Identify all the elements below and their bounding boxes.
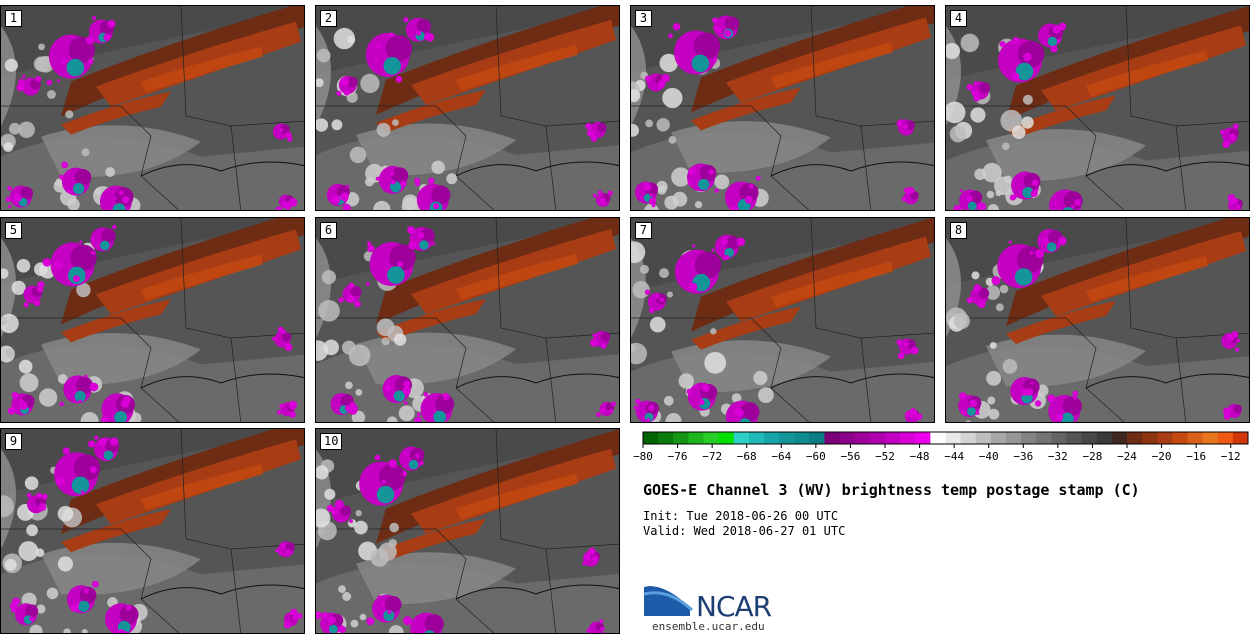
wv-brightness-map <box>631 218 934 422</box>
wv-brightness-map <box>316 6 619 210</box>
colorbar-bin <box>809 432 825 444</box>
wv-brightness-map <box>1 6 304 210</box>
colorbar-bin <box>658 432 674 444</box>
colorbar-bin <box>764 432 780 444</box>
colorbar-tick-label: −12 <box>1221 450 1241 463</box>
colorbar-bin <box>1217 432 1234 444</box>
colorbar-bin <box>1142 432 1158 444</box>
colorbar-bin <box>643 432 659 444</box>
ensemble-member-panel: 1 <box>0 5 305 211</box>
colorbar: −80 −76 −72 −68 −64 −60 −56 −52 −48 −44 −40 −36 −32 −… <box>633 431 1249 463</box>
member-number-label: 3 <box>635 10 652 27</box>
colorbar-bin <box>1066 432 1083 444</box>
ensemble-member-panel: 10 <box>315 428 620 634</box>
member-number-label: 2 <box>320 10 337 27</box>
member-number-label: 6 <box>320 222 337 239</box>
colorbar-bin <box>718 432 735 444</box>
member-number-label: 9 <box>5 433 22 450</box>
colorbar-bin <box>930 432 946 444</box>
colorbar-tick-label: −60 <box>806 450 826 463</box>
colorbar-bin <box>1111 432 1128 444</box>
colorbar-bin <box>1051 432 1067 444</box>
colorbar-bin <box>839 432 856 444</box>
colorbar-tick-label: −32 <box>1048 450 1068 463</box>
colorbar-bin <box>975 432 992 444</box>
member-number-label: 7 <box>635 222 652 239</box>
wv-brightness-map <box>1 218 304 422</box>
colorbar-bin <box>733 432 750 444</box>
colorbar-bin <box>1172 432 1188 444</box>
colorbar-frame <box>642 431 1249 445</box>
colorbar-tick-label: −28 <box>1082 450 1102 463</box>
colorbar-bin <box>1096 432 1113 444</box>
ensemble-member-panel: 2 <box>315 5 620 211</box>
colorbar-bin <box>824 432 841 444</box>
wv-brightness-map <box>946 218 1249 422</box>
wv-brightness-map <box>1 429 304 633</box>
ensemble-member-panel: 8 <box>945 217 1250 423</box>
colorbar-bin <box>1021 432 1037 444</box>
colorbar-bin <box>1157 432 1173 444</box>
ensemble-member-panel: 9 <box>0 428 305 634</box>
colorbar-bin <box>779 432 795 444</box>
colorbar-bin <box>915 432 931 444</box>
colorbar-bin <box>703 432 720 444</box>
colorbar-bin <box>1187 432 1204 444</box>
ensemble-member-panel: 6 <box>315 217 620 423</box>
colorbar-bin <box>1127 432 1143 444</box>
colorbar-bin <box>854 432 871 444</box>
colorbar-tick-label: −64 <box>771 450 791 463</box>
colorbar-tick-label: −52 <box>875 450 895 463</box>
colorbar-bin <box>1081 432 1098 444</box>
colorbar-tick-label: −44 <box>944 450 964 463</box>
colorbar-tick-label: −80 <box>633 450 653 463</box>
colorbar-bin <box>1036 432 1052 444</box>
ensemble-member-panel: 4 <box>945 5 1250 211</box>
colorbar-tick-label: −68 <box>737 450 757 463</box>
logo-text: NCAR <box>696 590 772 623</box>
colorbar-bin <box>688 432 704 444</box>
colorbar-bin <box>794 432 810 444</box>
init-time: Init: Tue 2018-06-26 00 UTC <box>643 509 839 523</box>
colorbar-tick-label: −56 <box>840 450 860 463</box>
colorbar-tick-label: −72 <box>702 450 722 463</box>
colorbar-bin <box>990 432 1007 444</box>
wv-brightness-map <box>316 429 619 633</box>
ensemble-member-panel: 5 <box>0 217 305 423</box>
colorbar-bin <box>673 432 689 444</box>
colorbar-tick-label: −48 <box>910 450 930 463</box>
member-number-label: 5 <box>5 222 22 239</box>
member-number-label: 4 <box>950 10 967 27</box>
colorbar-bin <box>869 432 886 444</box>
colorbar-bin <box>1202 432 1219 444</box>
colorbar-bin <box>748 432 765 444</box>
colorbar-bin <box>1232 432 1249 444</box>
ncar-logo: NCAR ensemble.ucar.edu <box>642 578 792 634</box>
colorbar-tick-label: −16 <box>1186 450 1206 463</box>
member-number-label: 10 <box>320 433 343 450</box>
member-number-label: 1 <box>5 10 22 27</box>
colorbar-tick-label: −40 <box>979 450 999 463</box>
ncar-swoosh-icon <box>643 583 694 616</box>
chart-title: GOES-E Channel 3 (WV) brightness temp po… <box>643 481 1140 499</box>
colorbar-tick-label: −76 <box>668 450 688 463</box>
colorbar-tick-label: −36 <box>1013 450 1033 463</box>
wv-brightness-map <box>631 6 934 210</box>
colorbar-bin <box>900 432 916 444</box>
colorbar-tick-label: −20 <box>1152 450 1172 463</box>
colorbar-bin <box>960 432 977 444</box>
wv-brightness-map <box>946 6 1249 210</box>
colorbar-bin <box>945 432 962 444</box>
ensemble-member-panel: 7 <box>630 217 935 423</box>
colorbar-bin <box>1006 432 1022 444</box>
member-number-label: 8 <box>950 222 967 239</box>
colorbar-bin <box>885 432 901 444</box>
logo-url: ensemble.ucar.edu <box>652 620 765 633</box>
valid-time: Valid: Wed 2018-06-27 01 UTC <box>643 524 846 538</box>
ensemble-member-panel: 3 <box>630 5 935 211</box>
wv-brightness-map <box>316 218 619 422</box>
colorbar-tick-label: −24 <box>1117 450 1137 463</box>
